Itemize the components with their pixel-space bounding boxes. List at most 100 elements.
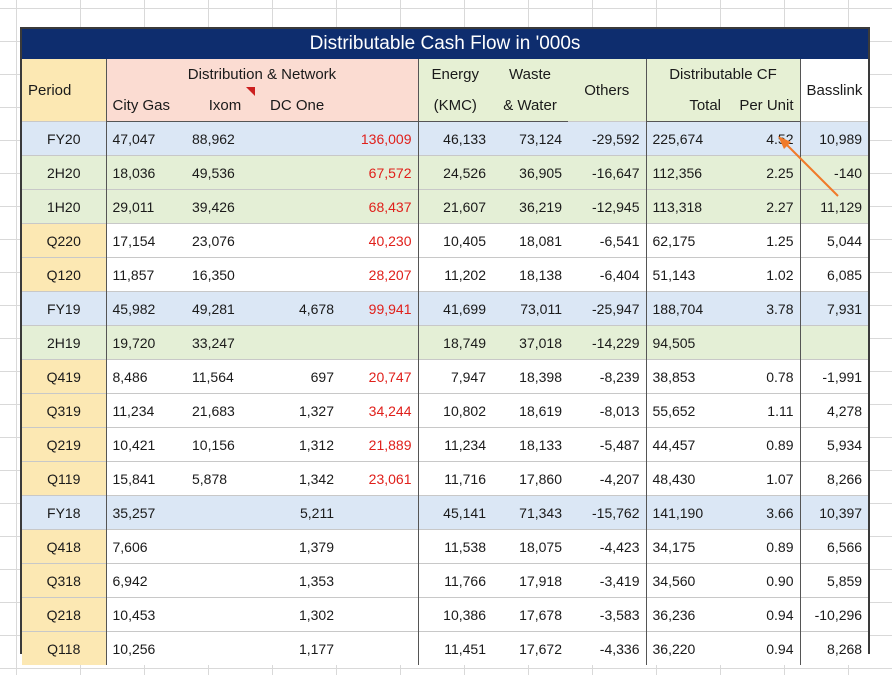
cell-others: -3,583 xyxy=(568,597,646,632)
table-row: Q218 10,453 1,302 10,386 17,678 -3,583 36,236 0… xyxy=(22,597,869,632)
cell-period: 2H20 xyxy=(22,155,106,190)
cell-waste-water: 17,860 xyxy=(492,461,568,496)
cell-dc-one xyxy=(264,121,340,156)
table-row: Q120 11,857 16,350 28,207 11,202 18,138 -6,404… xyxy=(22,257,869,292)
cell-distribution-subtotal: 40,230 xyxy=(340,223,418,258)
cell-period: Q218 xyxy=(22,597,106,632)
cell-ixom: 10,156 xyxy=(186,427,264,462)
cell-waste-water: 37,018 xyxy=(492,325,568,360)
cell-dc-one xyxy=(264,189,340,224)
cell-period: Q219 xyxy=(22,427,106,462)
cell-city-gas: 8,486 xyxy=(105,359,186,394)
cell-dcf-per-unit: 3.78 xyxy=(727,291,800,326)
cell-waste-water: 36,905 xyxy=(492,155,568,190)
table-row: 2H19 19,720 33,247 18,749 37,018 -14,229 94,50… xyxy=(22,325,869,360)
cell-others: -4,207 xyxy=(568,461,646,496)
cell-basslink: 6,566 xyxy=(799,529,869,564)
cell-energy: 10,405 xyxy=(417,223,492,258)
table-row: Q418 7,606 1,379 11,538 18,075 -4,423 34,175 0.… xyxy=(22,529,869,564)
cell-ixom: 16,350 xyxy=(186,257,264,292)
cell-dcf-total: 48,430 xyxy=(645,461,727,496)
cell-energy: 11,234 xyxy=(417,427,492,462)
cell-city-gas: 18,036 xyxy=(105,155,186,190)
cell-energy: 11,202 xyxy=(417,257,492,292)
cell-distribution-subtotal xyxy=(340,597,418,632)
cell-city-gas: 10,453 xyxy=(105,597,186,632)
header-total: Total xyxy=(645,90,727,122)
cell-dcf-total: 36,236 xyxy=(645,597,727,632)
cell-waste-water: 18,133 xyxy=(492,427,568,462)
cell-city-gas: 47,047 xyxy=(105,121,186,156)
cell-city-gas: 10,421 xyxy=(105,427,186,462)
header-city-gas: City Gas xyxy=(105,90,186,122)
table-row: Q319 11,234 21,683 1,327 34,244 10,802 18,619-… xyxy=(22,393,869,428)
cell-distribution-subtotal xyxy=(340,495,418,530)
cell-city-gas: 7,606 xyxy=(105,529,186,564)
cell-period: Q120 xyxy=(22,257,106,292)
cell-period: Q220 xyxy=(22,223,106,258)
header-period-label: Period xyxy=(28,81,72,99)
table-row: Q219 10,421 10,156 1,312 21,889 11,234 18,133-… xyxy=(22,427,869,462)
header-basslink: Basslink xyxy=(799,59,869,122)
cell-basslink: 5,044 xyxy=(799,223,869,258)
cell-dc-one: 1,342 xyxy=(264,461,340,496)
cell-dcf-total: 44,457 xyxy=(645,427,727,462)
cell-waste-water: 17,678 xyxy=(492,597,568,632)
cell-city-gas: 17,154 xyxy=(105,223,186,258)
cell-basslink xyxy=(799,325,869,360)
cell-dcf-total: 141,190 xyxy=(645,495,727,530)
cell-dcf-per-unit: 4.52 xyxy=(727,121,800,156)
cell-energy: 21,607 xyxy=(417,189,492,224)
cell-others: -4,423 xyxy=(568,529,646,564)
cash-flow-table: Distributable Cash Flow in '000s Period … xyxy=(22,29,869,665)
cell-city-gas: 29,011 xyxy=(105,189,186,224)
cell-energy: 11,451 xyxy=(417,631,492,665)
cell-city-gas: 15,841 xyxy=(105,461,186,496)
cell-city-gas: 10,256 xyxy=(105,631,186,665)
cell-energy: 7,947 xyxy=(417,359,492,394)
cell-ixom: 21,683 xyxy=(186,393,264,428)
cell-dc-one xyxy=(264,325,340,360)
cell-dcf-total: 34,560 xyxy=(645,563,727,598)
cell-energy: 41,699 xyxy=(417,291,492,326)
cell-dcf-total: 38,853 xyxy=(645,359,727,394)
cell-dcf-total: 188,704 xyxy=(645,291,727,326)
cell-period: Q119 xyxy=(22,461,106,496)
cell-dcf-total: 94,505 xyxy=(645,325,727,360)
cell-dcf-per-unit: 0.89 xyxy=(727,529,800,564)
cell-ixom: 39,426 xyxy=(186,189,264,224)
table-row: FY20 47,047 88,962 136,009 46,133 73,124 -29,5… xyxy=(22,121,869,156)
header-waste-line1: Waste xyxy=(509,66,551,83)
cell-basslink: 4,278 xyxy=(799,393,869,428)
cell-period: Q319 xyxy=(22,393,106,428)
cell-dcf-per-unit: 0.78 xyxy=(727,359,800,394)
header-period: Period xyxy=(22,59,106,122)
cell-ixom xyxy=(186,631,264,665)
header-waste-bottom: & Water xyxy=(492,90,568,122)
cell-dc-one: 1,312 xyxy=(264,427,340,462)
cell-distribution-subtotal: 23,061 xyxy=(340,461,418,496)
cell-dc-one: 1,379 xyxy=(264,529,340,564)
cell-waste-water: 18,075 xyxy=(492,529,568,564)
cell-others: -5,487 xyxy=(568,427,646,462)
cell-period: FY18 xyxy=(22,495,106,530)
cell-basslink: 10,397 xyxy=(799,495,869,530)
table-row: 1H20 29,011 39,426 68,437 21,607 36,219 -12,94… xyxy=(22,189,869,224)
cell-city-gas: 11,857 xyxy=(105,257,186,292)
table-title: Distributable Cash Flow in '000s xyxy=(22,29,869,59)
cell-waste-water: 18,398 xyxy=(492,359,568,394)
table-row: 2H20 18,036 49,536 67,572 24,526 36,905 -16,64… xyxy=(22,155,869,190)
cell-dcf-per-unit: 2.27 xyxy=(727,189,800,224)
table-row: Q119 15,841 5,878 1,342 23,061 11,716 17,860 -4… xyxy=(22,461,869,496)
cell-energy: 10,386 xyxy=(417,597,492,632)
cell-dcf-total: 36,220 xyxy=(645,631,727,665)
header-energy-bottom: (KMC) xyxy=(417,90,492,122)
cell-basslink: 11,129 xyxy=(799,189,869,224)
cell-dc-one xyxy=(264,223,340,258)
cell-basslink: 5,934 xyxy=(799,427,869,462)
cell-distribution-subtotal xyxy=(340,529,418,564)
cell-ixom xyxy=(186,529,264,564)
cell-distribution-subtotal xyxy=(340,631,418,665)
cell-energy: 18,749 xyxy=(417,325,492,360)
cell-basslink: 6,085 xyxy=(799,257,869,292)
